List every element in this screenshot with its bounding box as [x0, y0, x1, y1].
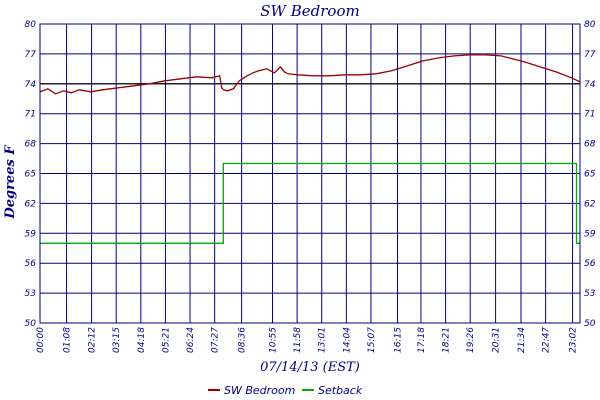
y-tick-label-left: 53 — [25, 289, 37, 299]
y-tick-label-left: 74 — [25, 80, 37, 90]
y-tick-label-right: 62 — [584, 199, 596, 209]
sw-bedroom-line — [40, 55, 580, 94]
x-tick-label: 20:31 — [492, 327, 502, 353]
x-tick-label: 03:15 — [112, 327, 122, 353]
x-tick-label: 11:58 — [293, 327, 303, 353]
y-tick-label-right: 59 — [584, 229, 596, 239]
x-tick-labels: 00:00 01:08 02:12 03:15 04:18 05:21 06:24 07:27… — [36, 327, 579, 353]
y-tick-label-left: 50 — [25, 319, 37, 329]
x-tick-label: 15:07 — [367, 327, 377, 353]
y-tick-label-left: 59 — [25, 229, 37, 239]
y-tick-label-left: 77 — [25, 50, 37, 60]
y-tick-label-right: 50 — [584, 319, 596, 329]
y-tick-label-right: 56 — [584, 259, 596, 269]
series-group — [40, 55, 580, 243]
y-tick-label-left: 56 — [25, 259, 37, 269]
x-tick-label: 05:21 — [161, 327, 171, 353]
x-tick-label: 14:04 — [342, 327, 352, 353]
legend-label-sw-bedroom: SW Bedroom — [224, 384, 295, 397]
x-tick-label: 21:34 — [517, 327, 527, 353]
y-tick-label-left: 65 — [25, 170, 37, 180]
x-tick-label: 16:15 — [394, 327, 404, 353]
y-tick-label-left: 68 — [25, 140, 37, 150]
y-tick-label-left: 71 — [25, 110, 36, 120]
y-tick-label-right: 68 — [584, 140, 596, 150]
x-tick-label: 06:24 — [186, 327, 196, 353]
y-axis-label: Degrees F — [3, 145, 18, 220]
x-tick-label: 07:27 — [211, 327, 221, 353]
x-tick-label: 10:55 — [268, 327, 278, 353]
x-tick-label: 22:47 — [542, 327, 552, 353]
y-tick-label-right: 65 — [584, 170, 596, 180]
x-tick-label: 23:02 — [569, 327, 579, 353]
x-tick-label: 13:01 — [318, 327, 328, 353]
y-tick-label-left: 62 — [25, 199, 37, 209]
legend-label-setback: Setback — [318, 384, 363, 397]
y-tick-label-right: 77 — [584, 50, 596, 60]
x-tick-label: 19:26 — [466, 327, 476, 353]
chart-title: SW Bedroom — [260, 2, 359, 20]
legend: SW Bedroom Setback — [208, 384, 363, 397]
x-axis-label: 07/14/13 (EST) — [260, 360, 360, 375]
x-tick-label: 02:12 — [88, 327, 98, 353]
grid — [40, 24, 580, 323]
y-tick-label-left: 80 — [25, 20, 37, 30]
x-tick-label: 18:21 — [442, 327, 452, 353]
x-tick-label: 08:36 — [238, 327, 248, 353]
x-tick-label: 00:00 — [36, 327, 46, 353]
y-tick-label-right: 74 — [584, 80, 596, 90]
x-tick-label: 04:18 — [137, 327, 147, 353]
x-tick-label: 17:18 — [417, 327, 427, 353]
y-tick-label-right: 53 — [584, 289, 596, 299]
y-tick-label-right: 71 — [584, 110, 595, 120]
x-tick-label: 01:08 — [63, 327, 73, 353]
y-tick-labels: 50 50 53 53 56 56 59 59 62 62 65 65 68 68 71 71 74 74 77 77… — [25, 20, 596, 329]
y-tick-label-right: 80 — [584, 20, 596, 30]
